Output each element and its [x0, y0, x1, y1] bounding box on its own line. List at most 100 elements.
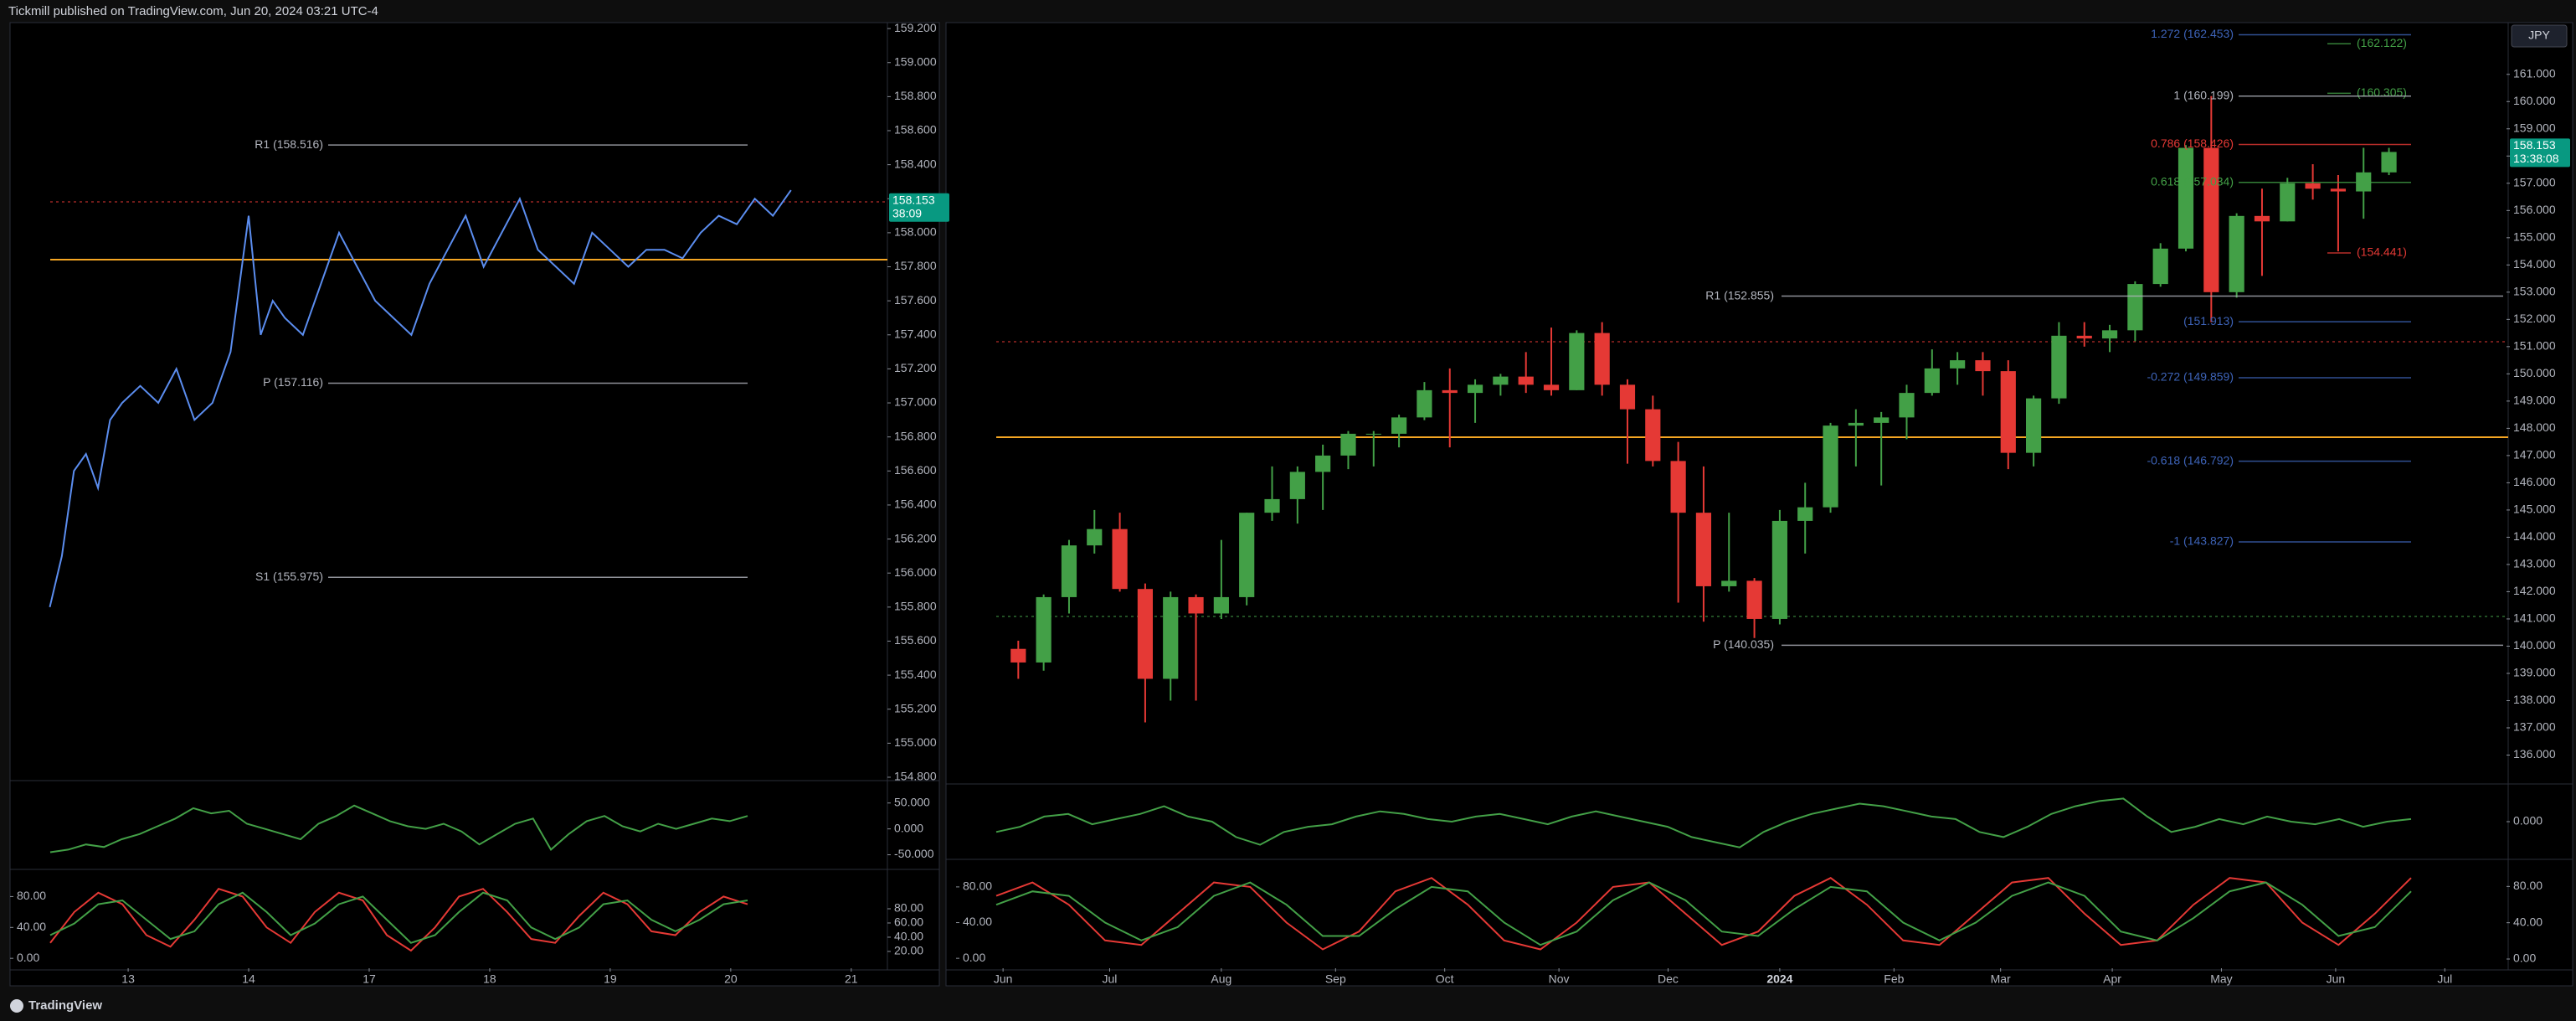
- y-tick-label: 142.000: [2513, 584, 2556, 597]
- annotation-label: -1 (143.827): [2170, 534, 2234, 548]
- candle-body: [1670, 461, 1686, 513]
- candle-body: [1594, 333, 1610, 385]
- candle-body: [1493, 376, 1509, 385]
- y-tick-label: 60.00: [894, 915, 923, 929]
- annotation-label: 0.618 (157.034): [2151, 174, 2234, 188]
- y-tick-label: 158.000: [894, 225, 937, 239]
- candle-body: [1619, 384, 1636, 410]
- y-tick-label: 145.000: [2513, 503, 2556, 516]
- y-tick-label: 143.000: [2513, 557, 2556, 570]
- y-tick-label: -50.000: [894, 847, 934, 860]
- annotation-label: S1 (155.975): [255, 570, 323, 583]
- annotation-label: R1 (158.516): [255, 137, 323, 151]
- annotation-label: 0.786 (158.426): [2151, 137, 2234, 150]
- candle-body: [1239, 513, 1255, 597]
- y-tick-label: 155.200: [894, 701, 937, 714]
- candle-body: [2330, 188, 2347, 192]
- currency-label: JPY: [2528, 28, 2550, 42]
- candle-body: [2305, 183, 2321, 189]
- y-tick-label: 156.000: [894, 565, 937, 579]
- candle-body: [1061, 545, 1077, 597]
- annotation-label: P (157.116): [263, 375, 323, 389]
- y-tick-label: 159.000: [2513, 121, 2556, 134]
- x-tick-label: 13: [121, 972, 135, 986]
- annotation-label: -0.618 (146.792): [2147, 453, 2234, 467]
- candle-body: [1518, 376, 1534, 385]
- y-tick-label: 0.000: [894, 821, 923, 834]
- y-tick-label: 157.000: [894, 395, 937, 409]
- last-price-box: [889, 193, 949, 222]
- annotation-label: R1 (152.855): [1705, 288, 1774, 302]
- x-tick-label: May: [2210, 972, 2232, 986]
- y-tick-label: 20.00: [894, 944, 923, 957]
- candle-body: [1823, 425, 1838, 508]
- annotation-label: (151.913): [2183, 314, 2234, 327]
- y-tick-label: 80.00: [894, 901, 923, 915]
- y-tick-label: 157.400: [894, 327, 937, 340]
- y-tick-label: 154.000: [2513, 257, 2556, 271]
- header-title: Tickmill published on TradingView.com, J…: [8, 4, 378, 18]
- y-tick-label: 40.00: [17, 920, 46, 933]
- candle-body: [1315, 455, 1331, 472]
- y-tick-label: 137.000: [2513, 720, 2556, 734]
- candle-body: [1899, 393, 1915, 418]
- y-tick-label: 157.600: [894, 293, 937, 307]
- x-tick-label: 21: [845, 972, 858, 986]
- x-tick-label: Jun: [994, 972, 1013, 986]
- candle-body: [2280, 183, 2296, 222]
- annotation-label: P (140.035): [1713, 637, 1774, 651]
- candle-body: [1289, 472, 1305, 499]
- candle-body: [1365, 433, 1381, 435]
- y-tick-label: 160.000: [2513, 94, 2556, 107]
- currency-button: [2511, 24, 2568, 48]
- candle-body: [1188, 596, 1204, 614]
- candle-body: [1848, 422, 1864, 426]
- x-tick-label: Aug: [1211, 972, 1231, 986]
- y-tick-label: 0.00: [2513, 951, 2536, 965]
- candle-body: [2254, 215, 2270, 222]
- candle-body: [1112, 529, 1128, 590]
- y-tick-label: 136.000: [2513, 747, 2556, 761]
- y-tick-label: 40.00: [963, 915, 992, 928]
- y-tick-label: 155.000: [894, 735, 937, 749]
- line-series: [49, 891, 748, 944]
- y-tick-label: 144.000: [2513, 529, 2556, 543]
- y-tick-label: 161.000: [2513, 66, 2556, 80]
- candle-body: [2025, 398, 2042, 453]
- countdown-label: 38:09: [892, 207, 922, 220]
- y-tick-label: 0.00: [17, 951, 39, 964]
- candle-body: [2203, 147, 2219, 292]
- y-tick-label: 155.600: [894, 633, 937, 647]
- y-tick-label: 0.000: [2513, 814, 2543, 828]
- y-tick-label: 0.00: [963, 951, 985, 964]
- candle-body: [1771, 520, 1787, 619]
- y-tick-label: 152.000: [2513, 312, 2556, 325]
- countdown-label: 13:38:08: [2513, 152, 2559, 165]
- last-price-label: 158.153: [2513, 138, 2556, 152]
- candle-body: [2381, 152, 2397, 173]
- y-tick-label: 158.800: [894, 89, 937, 102]
- footer-brand[interactable]: TradingView: [28, 998, 102, 1013]
- candle-body: [2101, 330, 2118, 339]
- y-tick-label: 140.000: [2513, 638, 2556, 652]
- x-tick-label: 17: [362, 972, 376, 986]
- annotation-label: (154.441): [2357, 245, 2407, 259]
- line-series: [995, 877, 2412, 951]
- y-tick-label: 155.800: [894, 600, 937, 613]
- annotation-label: (162.122): [2357, 36, 2407, 49]
- candle-body: [2051, 335, 2067, 399]
- x-tick-label: Mar: [1991, 972, 2011, 986]
- candle-body: [1417, 389, 1432, 418]
- y-tick-label: 141.000: [2513, 611, 2556, 625]
- x-tick-label: Oct: [1436, 972, 1454, 986]
- y-tick-label: 147.000: [2513, 448, 2556, 462]
- y-tick-label: 157.800: [894, 259, 937, 272]
- candle-body: [1391, 417, 1407, 434]
- y-tick-label: 146.000: [2513, 475, 2556, 488]
- y-tick-label: 158.400: [894, 157, 937, 170]
- line-series: [995, 881, 2412, 946]
- y-tick-label: 148.000: [2513, 420, 2556, 434]
- y-tick-label: 151.000: [2513, 339, 2556, 353]
